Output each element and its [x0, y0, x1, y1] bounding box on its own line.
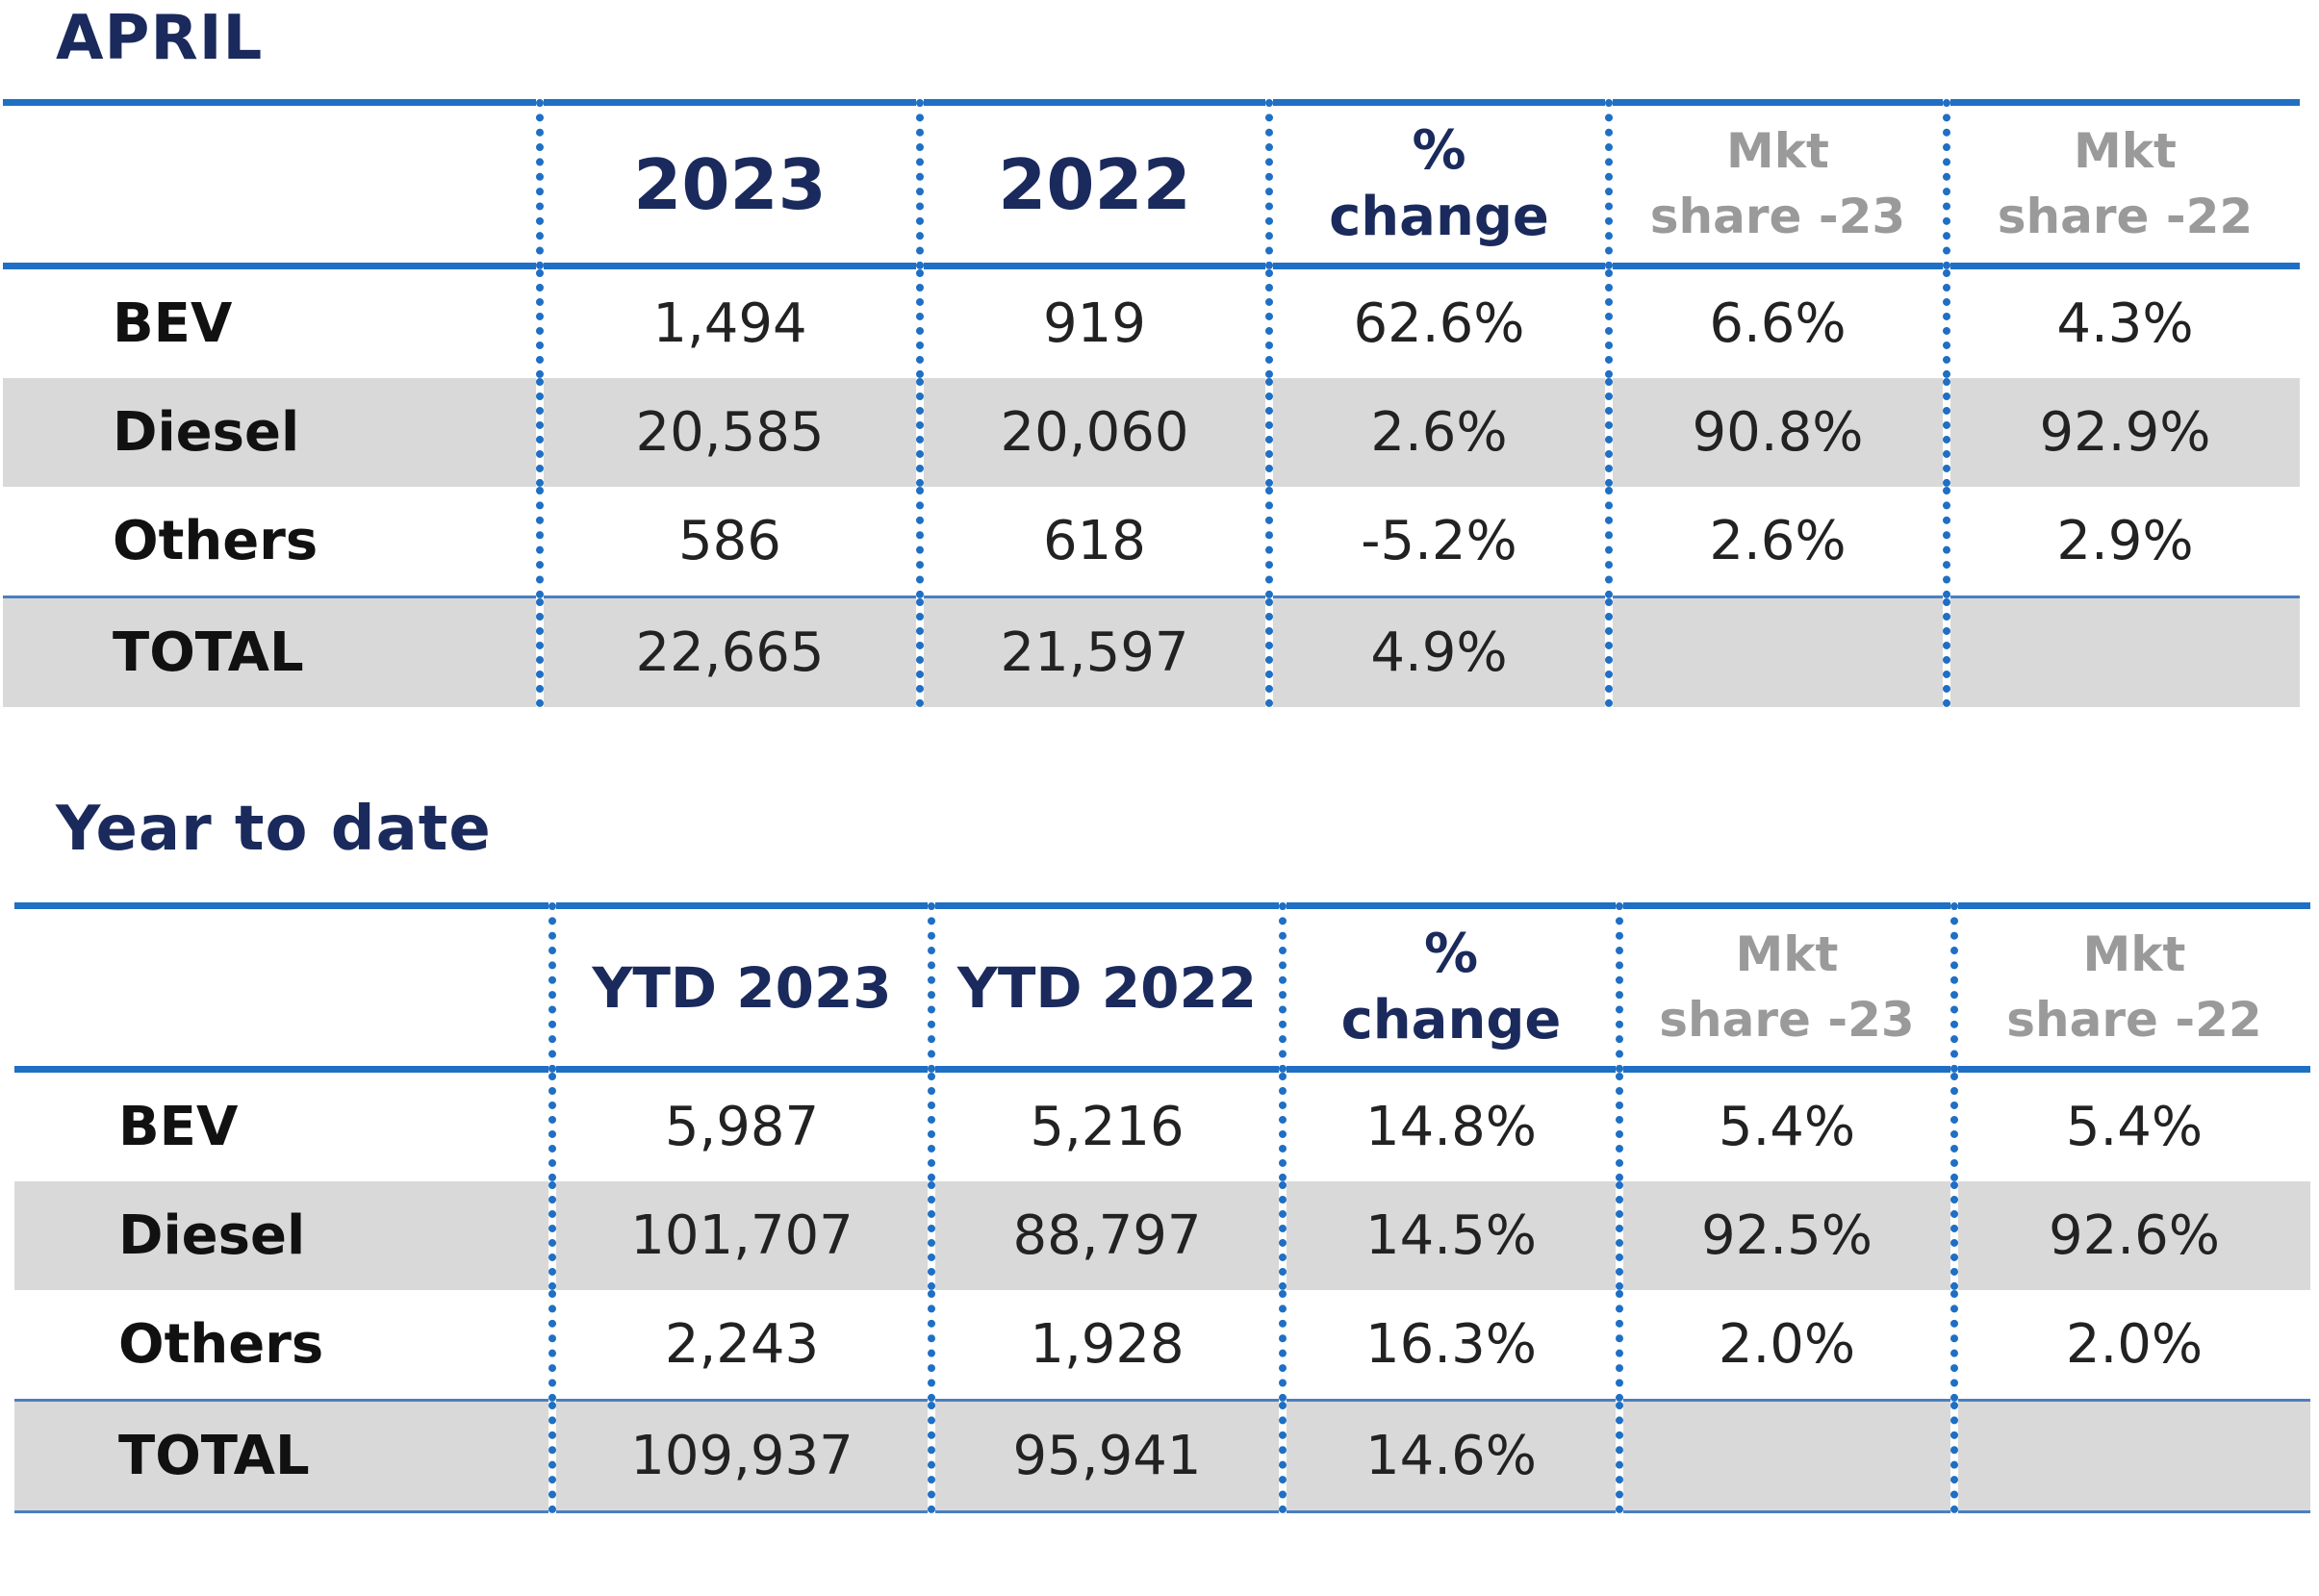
ytd-title: Year to date	[56, 794, 492, 865]
value-ytd-2022: 88,797	[928, 1181, 1283, 1290]
april-header-pct-change: % change	[1265, 102, 1609, 266]
ytd-header-2023: YTD 2023	[548, 905, 931, 1070]
ytd-header-mkt22-line1: Mkt	[2082, 926, 2186, 982]
row-label: TOTAL	[14, 1399, 552, 1513]
ytd-header-mkt22-line2: share -22	[2006, 991, 2262, 1048]
april-header-mkt23-line2: share -23	[1649, 188, 1906, 244]
april-header-mkt22-line2: share -22	[1997, 188, 2254, 244]
value-2022: 618	[916, 487, 1269, 597]
ytd-row-bev: BEV 5,987 5,216 14.8% 5.4% 5.4%	[14, 1069, 2310, 1181]
row-label: Others	[118, 1313, 324, 1376]
value-mkt-share-23	[1616, 1399, 1954, 1513]
ytd-header-mkt-share-22: Mkt share -22	[1950, 905, 2310, 1070]
ytd-header-mkt23-line2: share -23	[1659, 991, 1915, 1048]
value-pct-change: 14.5%	[1279, 1181, 1619, 1290]
value-2022: 21,597	[916, 595, 1269, 707]
value-mkt-share-23: 92.5%	[1616, 1181, 1954, 1290]
value-2023: 22,665	[536, 595, 920, 707]
value-pct-change: 2.6%	[1265, 378, 1609, 487]
value-mkt-share-22: 5.4%	[1950, 1069, 2310, 1181]
april-row-total: TOTAL 22,665 21,597 4.9%	[3, 595, 2300, 707]
value-ytd-2023: 101,707	[548, 1181, 931, 1290]
april-header-mkt-share-23: Mkt share -23	[1605, 102, 1947, 266]
april-header-mkt22-line1: Mkt	[2074, 123, 2177, 179]
value-mkt-share-22: 2.9%	[1943, 487, 2300, 597]
value-pct-change: 16.3%	[1279, 1290, 1619, 1401]
value-mkt-share-22	[1950, 1399, 2310, 1513]
value-ytd-2022: 95,941	[928, 1399, 1283, 1513]
value-2023: 586	[536, 487, 920, 597]
row-label: TOTAL	[3, 595, 540, 707]
april-title: APRIL	[56, 3, 264, 74]
value-pct-change: 4.9%	[1265, 595, 1609, 707]
value-pct-change: 14.8%	[1279, 1069, 1619, 1181]
ytd-header-2022: YTD 2022	[928, 905, 1283, 1070]
value-mkt-share-23: 5.4%	[1616, 1069, 1954, 1181]
value-ytd-2023: 5,987	[548, 1069, 931, 1181]
ytd-row-others: Others 2,243 1,928 16.3% 2.0% 2.0%	[14, 1290, 2310, 1401]
value-mkt-share-23	[1605, 595, 1947, 707]
ytd-row-diesel: Diesel 101,707 88,797 14.5% 92.5% 92.6%	[14, 1181, 2310, 1290]
april-header-row: 2023 2022 % change Mkt share -23 Mkt sha…	[3, 102, 2300, 266]
ytd-header-pct-word: change	[1340, 988, 1562, 1051]
value-pct-change: -5.2%	[1265, 487, 1609, 597]
april-header-mkt23-line1: Mkt	[1726, 123, 1829, 179]
row-label: BEV	[113, 292, 233, 355]
row-label: Diesel	[3, 378, 540, 487]
value-mkt-share-23: 6.6%	[1605, 266, 1947, 378]
value-2022: 919	[916, 266, 1269, 378]
value-mkt-share-23: 2.0%	[1616, 1290, 1954, 1401]
ytd-header-mkt-share-23: Mkt share -23	[1616, 905, 1954, 1070]
value-ytd-2023: 2,243	[548, 1290, 931, 1401]
ytd-header-row: YTD 2023 YTD 2022 % change Mkt share -23…	[14, 905, 2310, 1070]
value-mkt-share-22	[1943, 595, 2300, 707]
april-header-pct-symbol: %	[1412, 119, 1466, 183]
value-pct-change: 62.6%	[1265, 266, 1609, 378]
row-label: BEV	[118, 1096, 239, 1158]
ytd-header-mkt23-line1: Mkt	[1735, 926, 1839, 982]
value-mkt-share-22: 92.9%	[1943, 378, 2300, 487]
ytd-header-pct-symbol: %	[1423, 923, 1479, 986]
value-mkt-share-22: 2.0%	[1950, 1290, 2310, 1401]
april-row-bev: BEV 1,494 919 62.6% 6.6% 4.3%	[3, 266, 2300, 378]
value-2023: 20,585	[536, 378, 920, 487]
value-ytd-2022: 5,216	[928, 1069, 1283, 1181]
april-table: 2023 2022 % change Mkt share -23 Mkt sha…	[3, 99, 2300, 707]
ytd-header-pct-change: % change	[1279, 905, 1619, 1070]
value-pct-change: 14.6%	[1279, 1399, 1619, 1513]
value-mkt-share-22: 4.3%	[1943, 266, 2300, 378]
april-row-diesel: Diesel 20,585 20,060 2.6% 90.8% 92.9%	[3, 378, 2300, 487]
ytd-table: YTD 2023 YTD 2022 % change Mkt share -23…	[14, 902, 2310, 1513]
value-mkt-share-23: 2.6%	[1605, 487, 1947, 597]
value-2022: 20,060	[916, 378, 1269, 487]
ytd-row-total: TOTAL 109,937 95,941 14.6%	[14, 1399, 2310, 1513]
april-row-others: Others 586 618 -5.2% 2.6% 2.9%	[3, 487, 2300, 597]
value-2023: 1,494	[536, 266, 920, 378]
value-ytd-2023: 109,937	[548, 1399, 931, 1513]
april-header-blank	[3, 103, 540, 266]
ytd-header-blank	[14, 906, 552, 1070]
april-header-2022: 2022	[916, 102, 1269, 266]
value-mkt-share-22: 92.6%	[1950, 1181, 2310, 1290]
april-header-pct-word: change	[1329, 185, 1549, 248]
row-label: Diesel	[14, 1181, 552, 1290]
value-mkt-share-23: 90.8%	[1605, 378, 1947, 487]
value-ytd-2022: 1,928	[928, 1290, 1283, 1401]
april-header-mkt-share-22: Mkt share -22	[1943, 102, 2300, 266]
row-label: Others	[113, 510, 319, 572]
april-header-2023: 2023	[536, 102, 920, 266]
